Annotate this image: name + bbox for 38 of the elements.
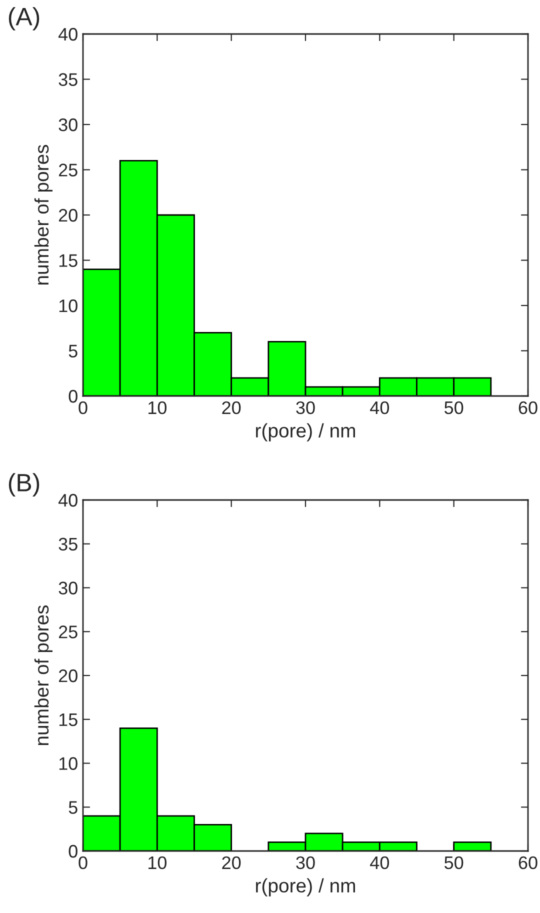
- x-tick-label: 10: [148, 401, 167, 414]
- y-tick-label: 40: [58, 28, 78, 41]
- y-tick-label: 25: [58, 626, 78, 638]
- y-tick-label: 5: [68, 344, 78, 358]
- y-tick-label: 30: [58, 118, 78, 132]
- x-tick-label: 20: [222, 401, 241, 414]
- y-tick-label: 5: [68, 801, 78, 814]
- y-tick-label: 35: [58, 538, 78, 551]
- y-axis-title: number of pores: [34, 144, 52, 284]
- y-axis-title: number of pores: [34, 605, 52, 745]
- y-tick-label: 15: [59, 713, 78, 726]
- y-tick-label: 0: [68, 390, 78, 403]
- x-tick-label: 60: [518, 401, 538, 414]
- y-tick-label: 15: [59, 254, 78, 267]
- y-tick-label: 0: [68, 844, 78, 858]
- x-tick-label: 60: [518, 856, 538, 870]
- y-tick-label: 10: [59, 299, 78, 312]
- x-tick-label: 30: [296, 856, 315, 870]
- x-tick-label: 50: [444, 856, 464, 870]
- y-tick-label: 40: [58, 494, 78, 507]
- y-tick-label: 30: [58, 582, 78, 594]
- y-tick-label: 10: [59, 757, 78, 770]
- x-tick-label: 40: [370, 401, 390, 414]
- x-tick-label: 0: [78, 856, 88, 870]
- x-tick-label: 40: [370, 856, 390, 870]
- x-axis-title: r(pore) / nm: [256, 878, 355, 896]
- x-tick-label: 10: [148, 856, 167, 870]
- y-tick-label: 25: [58, 164, 78, 176]
- y-tick-label: 35: [58, 73, 78, 86]
- y-tick-label: 20: [58, 669, 78, 682]
- x-tick-label: 0: [78, 401, 88, 414]
- x-tick-label: 30: [296, 401, 315, 414]
- y-tick-label: 20: [58, 208, 78, 222]
- x-tick-label: 50: [444, 401, 464, 414]
- chart-title: (B): [8, 473, 40, 496]
- chart-title: (A): [8, 7, 40, 30]
- x-tick-label: 20: [222, 856, 241, 870]
- x-axis-title: r(pore) / nm: [256, 423, 355, 442]
